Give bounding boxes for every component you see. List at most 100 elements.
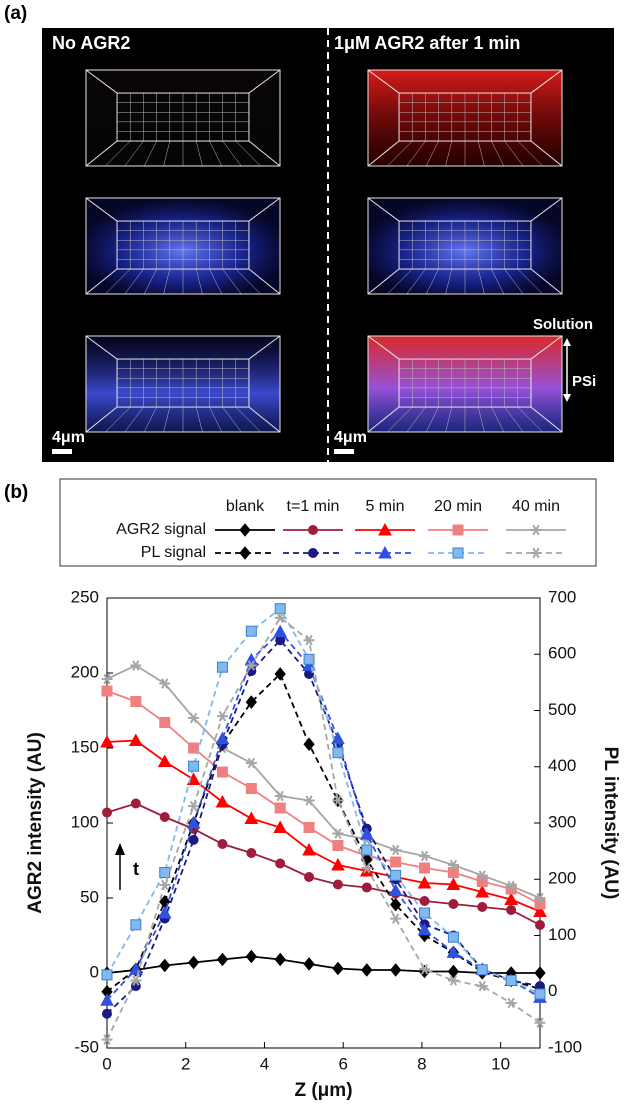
marker: [130, 975, 142, 986]
marker: [419, 963, 431, 975]
marker: [303, 957, 315, 971]
legend-column: 5 min: [365, 498, 404, 515]
box-edge: [367, 335, 400, 360]
series-line: [106, 616, 541, 1040]
marker: [332, 961, 344, 976]
box-edge: [367, 268, 400, 295]
wire: [517, 140, 543, 167]
wire: [425, 140, 439, 167]
marker: [274, 952, 286, 967]
marker: [274, 603, 286, 615]
y2-tick-label: 0: [548, 981, 557, 1000]
wire: [105, 406, 131, 433]
marker: [102, 1008, 112, 1019]
box-front: [85, 335, 281, 433]
box-front: [85, 69, 281, 167]
wire: [477, 140, 485, 167]
marker: [534, 988, 546, 1000]
scale-bar: [52, 449, 72, 454]
marker: [216, 766, 228, 778]
box-edge: [367, 140, 400, 167]
marker: [274, 667, 286, 681]
wire: [124, 406, 144, 433]
series-line: [106, 630, 541, 1001]
box-edge: [530, 406, 563, 433]
marker: [417, 875, 432, 889]
wire: [504, 268, 524, 295]
wire: [387, 140, 413, 167]
marker: [303, 634, 315, 646]
scale-label: 4μm: [334, 429, 367, 446]
marker: [419, 862, 431, 874]
legend-marker: [239, 546, 251, 560]
wire: [163, 406, 171, 433]
series-line: [106, 638, 541, 1015]
y-tick-label: -50: [74, 1037, 99, 1056]
y2-tick-label: -100: [548, 1037, 582, 1056]
marker: [130, 919, 142, 931]
marker: [390, 856, 402, 868]
marker: [101, 1034, 113, 1045]
panel-label: (a): [4, 3, 27, 24]
wire: [491, 406, 505, 433]
box-edge: [530, 197, 563, 222]
wire: [517, 268, 543, 295]
marker: [332, 828, 344, 839]
marker: [361, 963, 373, 977]
wire: [406, 140, 426, 167]
panel-label: (b): [4, 482, 28, 503]
scale-bar: [334, 449, 354, 454]
marker: [303, 822, 315, 833]
marker: [216, 710, 228, 722]
box-edge: [248, 197, 281, 222]
box-edge: [85, 406, 118, 433]
wire: [406, 268, 426, 295]
marker: [245, 695, 257, 709]
marker: [159, 717, 171, 728]
wire: [195, 406, 203, 433]
wire: [491, 140, 505, 167]
box-back: [398, 220, 532, 270]
legend-column: 40 min: [512, 498, 560, 515]
marker: [446, 945, 461, 958]
legend-marker: [378, 522, 392, 536]
marker: [303, 653, 315, 665]
wire: [387, 406, 413, 433]
marker: [303, 795, 315, 806]
wire: [222, 140, 242, 167]
box-front: [367, 69, 563, 167]
box-edge: [85, 335, 118, 360]
box-edge: [367, 197, 400, 222]
wire: [222, 268, 242, 295]
x-tick-label: 10: [491, 1054, 510, 1073]
box-edge: [530, 335, 563, 360]
wire: [209, 268, 223, 295]
marker: [534, 966, 546, 980]
marker: [130, 696, 142, 707]
marker: [390, 869, 402, 881]
wire: [222, 406, 242, 433]
marker: [187, 955, 200, 970]
legend-marker: [308, 548, 318, 558]
marker: [505, 880, 517, 892]
legend-column: t=1 min: [287, 498, 340, 515]
marker: [274, 802, 286, 814]
marker: [448, 899, 459, 909]
wire: [425, 406, 439, 433]
box-back: [116, 220, 250, 270]
wire: [445, 140, 453, 167]
wire: [406, 406, 426, 433]
arrow-head: [563, 394, 571, 402]
marker: [245, 783, 257, 794]
x-tick-label: 2: [181, 1054, 190, 1073]
wire: [504, 140, 524, 167]
box-edge: [367, 69, 400, 94]
marker: [390, 897, 402, 912]
marker: [506, 905, 517, 915]
marker: [130, 981, 141, 992]
x-tick-label: 6: [338, 1054, 347, 1073]
marker: [419, 896, 430, 906]
marker: [101, 673, 113, 685]
marker: [159, 879, 171, 891]
marker: [359, 863, 374, 877]
